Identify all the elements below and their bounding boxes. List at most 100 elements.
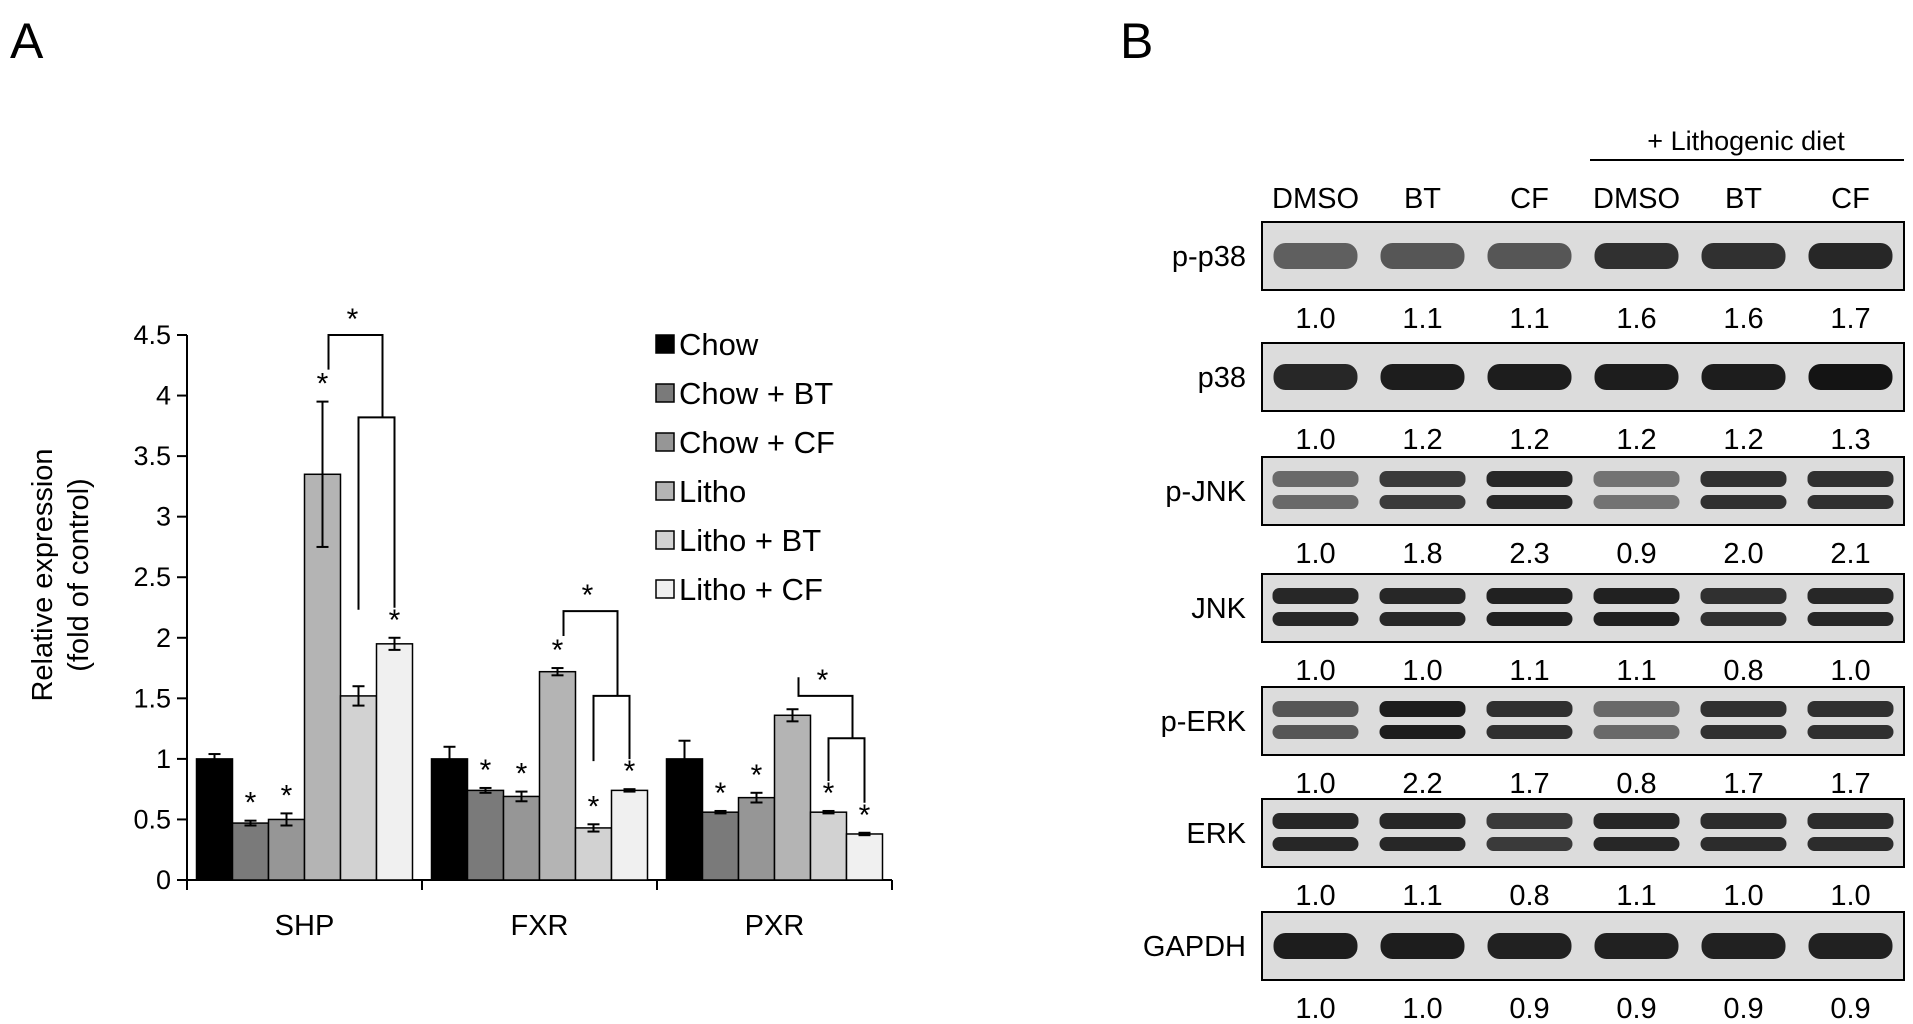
blot-band xyxy=(1487,933,1572,959)
blot-band xyxy=(1593,495,1680,509)
legend-label: Chow + CF xyxy=(679,425,835,460)
quantification-value: 1.0 xyxy=(1295,993,1335,1024)
blot-row-label: JNK xyxy=(1191,593,1246,625)
blot-row-label: ERK xyxy=(1186,818,1246,850)
blot-band xyxy=(1272,813,1359,829)
significance-star: * xyxy=(281,779,293,812)
legend-swatch xyxy=(655,530,675,550)
quantification-value: 0.9 xyxy=(1723,993,1763,1024)
quantification-value: 1.7 xyxy=(1830,303,1870,335)
blot-row-label: p-ERK xyxy=(1161,706,1247,738)
lane-label: BT xyxy=(1404,183,1441,215)
blot-band xyxy=(1701,364,1786,390)
quantification-value: 1.0 xyxy=(1295,538,1335,570)
blot-band xyxy=(1380,364,1465,390)
significance-star: * xyxy=(480,754,492,787)
y-tick-label: 0 xyxy=(156,865,171,895)
blot-row: p-JNK 1.0 1.8 2.3 0.9 2.0 2.1 xyxy=(1165,456,1905,570)
bar xyxy=(502,795,541,881)
blot-row-label: p38 xyxy=(1198,362,1246,394)
legend-label: Litho + BT xyxy=(679,523,821,558)
y-tick-label: 4.5 xyxy=(133,320,171,350)
blot-frame xyxy=(1261,342,1905,412)
blot-band xyxy=(1486,837,1573,851)
blot-band xyxy=(1379,725,1466,739)
significance-star: * xyxy=(516,758,528,791)
blot-band xyxy=(1593,725,1680,739)
blot-band xyxy=(1701,243,1786,269)
quantification-value: 1.0 xyxy=(1295,655,1335,687)
blot-band xyxy=(1701,933,1786,959)
quantification-value: 1.0 xyxy=(1295,768,1335,800)
significance-star: * xyxy=(859,799,871,832)
blot-band xyxy=(1486,725,1573,739)
blot-band xyxy=(1807,471,1894,487)
blot-band xyxy=(1594,243,1679,269)
blot-band xyxy=(1486,588,1573,604)
bar xyxy=(737,796,776,881)
blot-band xyxy=(1272,701,1359,717)
quantification-value: 1.1 xyxy=(1402,880,1442,912)
blot-band xyxy=(1273,243,1358,269)
significance-star: * xyxy=(588,790,600,823)
blot-row: GAPDH 1.0 1.0 0.9 0.9 0.9 0.9 xyxy=(1143,911,1905,1024)
blot-frame xyxy=(1261,573,1905,643)
bar xyxy=(701,811,740,881)
blot-band xyxy=(1700,495,1787,509)
blot-band xyxy=(1487,243,1572,269)
blot-row-label: p-JNK xyxy=(1165,476,1246,508)
bar xyxy=(231,822,270,881)
blot-band xyxy=(1807,725,1894,739)
blot-band xyxy=(1700,612,1787,626)
y-tick-label: 1.5 xyxy=(133,683,171,713)
y-tick-label: 0.5 xyxy=(133,804,171,834)
y-tick-label: 2.5 xyxy=(133,562,171,592)
blot-band xyxy=(1700,813,1787,829)
blot-band xyxy=(1272,725,1359,739)
bracket-star: * xyxy=(347,303,359,336)
legend-swatch xyxy=(655,432,675,452)
blot-band xyxy=(1486,495,1573,509)
blot-band xyxy=(1379,471,1466,487)
quantification-value: 1.0 xyxy=(1295,303,1335,335)
lithogenic-diet-label: + Lithogenic diet xyxy=(1647,126,1845,156)
blot-band xyxy=(1808,243,1893,269)
blot-frame xyxy=(1261,911,1905,981)
blot-band xyxy=(1272,837,1359,851)
blot-band xyxy=(1593,612,1680,626)
blot-band xyxy=(1379,588,1466,604)
y-tick-label: 1 xyxy=(156,744,171,774)
legend-swatch xyxy=(655,481,675,501)
blot-band xyxy=(1700,837,1787,851)
bar xyxy=(773,714,812,881)
blot-row: p-p38 1.0 1.1 1.1 1.6 1.6 1.7 xyxy=(1172,221,1905,335)
bar-chart: Relative expression (fold of control) 0 0… xyxy=(27,303,893,942)
bar xyxy=(574,827,613,881)
comparison-bracket xyxy=(797,677,854,739)
quantification-value: 1.0 xyxy=(1830,655,1870,687)
x-tick-label: FXR xyxy=(511,910,569,942)
bar xyxy=(845,833,884,881)
quantification-value: 0.9 xyxy=(1830,993,1870,1024)
y-tick-label: 2 xyxy=(156,623,171,653)
blot-band xyxy=(1593,837,1680,851)
legend-label: Litho + CF xyxy=(679,572,823,607)
blot-band xyxy=(1272,588,1359,604)
blot-band xyxy=(1594,933,1679,959)
x-tick-label: SHP xyxy=(275,910,335,942)
lane-label: DMSO xyxy=(1593,183,1680,215)
blot-band xyxy=(1486,612,1573,626)
blot-band xyxy=(1807,813,1894,829)
quantification-value: 1.2 xyxy=(1402,424,1442,456)
comparison-bracket xyxy=(827,737,866,803)
quantification-value: 1.0 xyxy=(1402,993,1442,1024)
blot-frame xyxy=(1261,798,1905,868)
significance-star: * xyxy=(751,759,763,792)
comparison-bracket xyxy=(327,334,384,418)
lane-label: BT xyxy=(1725,183,1762,215)
western-blot-panel: + Lithogenic diet DMSO BT CF DMSO BT CF p-p38 1… xyxy=(1143,126,1905,1024)
blot-band xyxy=(1379,612,1466,626)
legend-label: Chow xyxy=(679,327,759,362)
significance-star: * xyxy=(389,604,401,637)
blot-band xyxy=(1808,364,1893,390)
